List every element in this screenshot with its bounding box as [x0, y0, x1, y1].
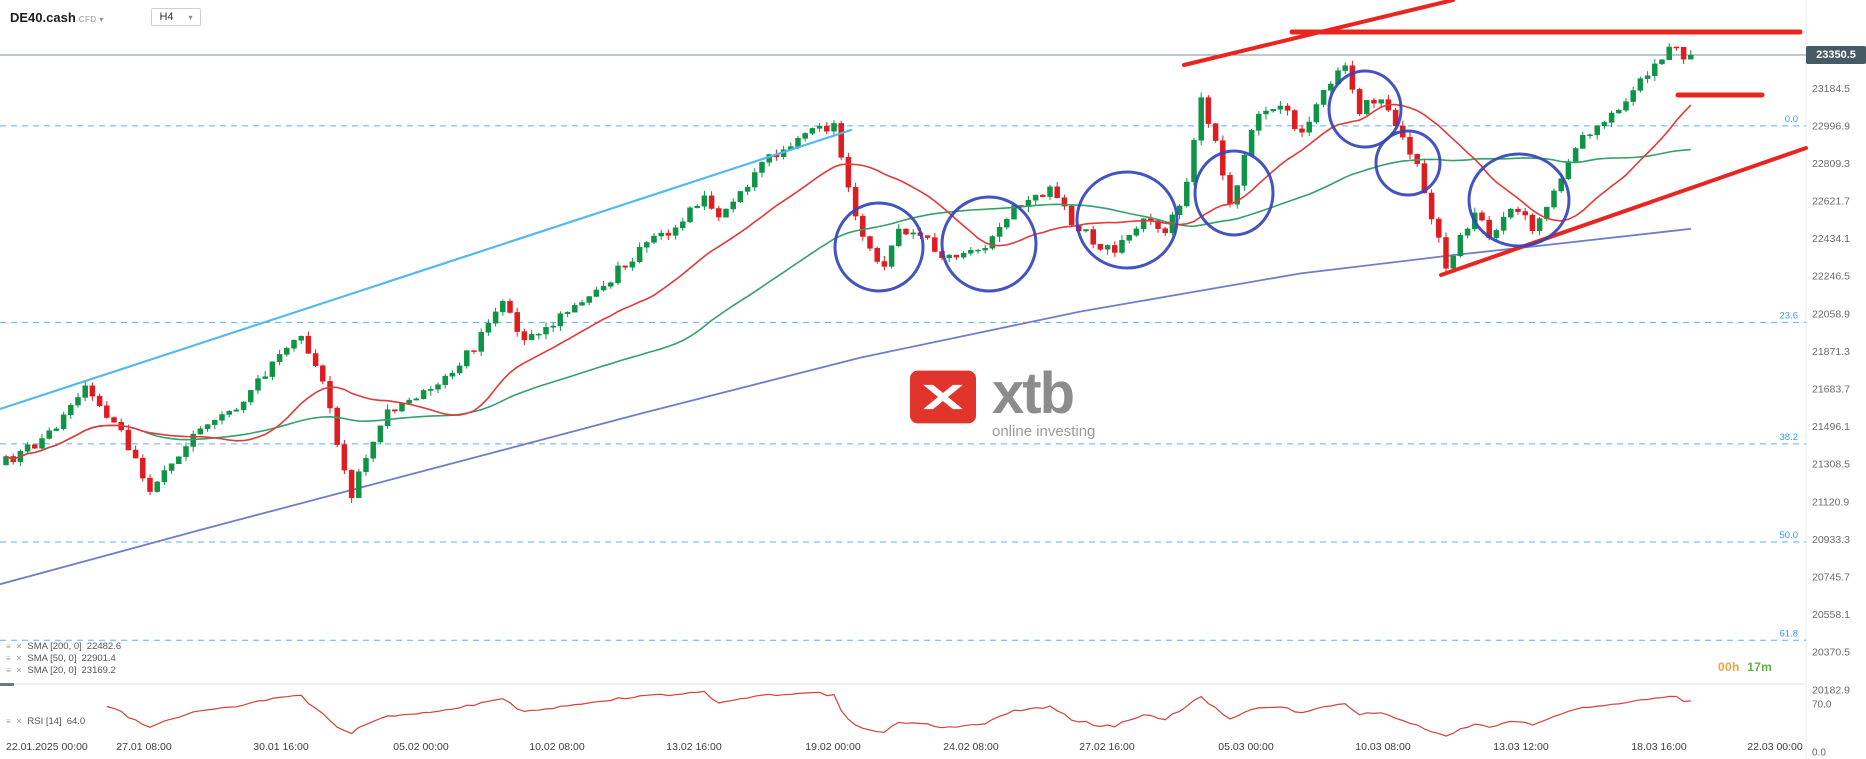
- svg-text:20745.7: 20745.7: [1812, 572, 1850, 584]
- svg-text:21308.5: 21308.5: [1812, 459, 1850, 471]
- svg-text:20558.1: 20558.1: [1812, 609, 1850, 621]
- xtb-logo-icon: [910, 370, 976, 424]
- sma200-value: 22482.6: [86, 641, 122, 652]
- svg-text:20370.5: 20370.5: [1812, 647, 1850, 659]
- legend-remove-icon[interactable]: ✕: [15, 654, 23, 663]
- svg-text:10.02 08:00: 10.02 08:00: [529, 741, 585, 753]
- legend-menu-icon: ≡: [6, 642, 11, 651]
- svg-text:21496.1: 21496.1: [1812, 421, 1850, 433]
- svg-text:21120.9: 21120.9: [1812, 496, 1849, 508]
- svg-text:10.03 08:00: 10.03 08:00: [1355, 741, 1411, 753]
- brand-name: xtb: [992, 361, 1075, 426]
- svg-text:22.03 00:00: 22.03 00:00: [1747, 741, 1803, 753]
- svg-text:27.02 16:00: 27.02 16:00: [1079, 741, 1135, 753]
- svg-text:22434.1: 22434.1: [1812, 233, 1850, 245]
- svg-text:22621.7: 22621.7: [1812, 196, 1850, 208]
- sma200-label: SMA [200, 0]: [27, 641, 82, 652]
- svg-text:21683.7: 21683.7: [1812, 384, 1850, 396]
- timeframe-select[interactable]: H4 ▾: [151, 8, 201, 26]
- svg-text:21871.3: 21871.3: [1812, 346, 1850, 358]
- svg-text:50.0: 50.0: [1780, 530, 1799, 541]
- svg-text:38.2: 38.2: [1780, 432, 1799, 443]
- svg-text:61.8: 61.8: [1780, 628, 1799, 639]
- legend-remove-icon[interactable]: ✕: [15, 717, 23, 726]
- rsi-label: RSI [14]: [27, 716, 62, 727]
- rsi-value: 64.0: [66, 716, 86, 727]
- legend-menu-icon: ≡: [6, 654, 11, 663]
- svg-text:23.6: 23.6: [1780, 310, 1799, 321]
- timer-hours: 00h: [1718, 660, 1740, 674]
- svg-text:13.02 16:00: 13.02 16:00: [666, 741, 722, 753]
- svg-text:13.03 12:00: 13.03 12:00: [1493, 741, 1549, 753]
- sma20-value: 23169.2: [81, 665, 116, 676]
- legend-menu-icon: ≡: [6, 717, 11, 726]
- svg-text:20182.9: 20182.9: [1812, 684, 1850, 696]
- svg-text:27.01 08:00: 27.01 08:00: [116, 741, 172, 753]
- brand-tagline: online investing: [992, 423, 1096, 440]
- svg-text:30.01 16:00: 30.01 16:00: [253, 741, 309, 753]
- svg-text:0.0: 0.0: [1785, 114, 1798, 125]
- svg-text:23184.5: 23184.5: [1812, 83, 1850, 95]
- svg-text:22.01.2025 00:00: 22.01.2025 00:00: [6, 741, 88, 753]
- symbol-name: DE40.cash: [10, 9, 76, 25]
- svg-text:05.03 00:00: 05.03 00:00: [1218, 741, 1274, 753]
- symbol-selector[interactable]: DE40.cash CFD ▾: [10, 10, 103, 25]
- sma200-legend[interactable]: ≡ ✕ SMA [200, 0] 22482.6: [6, 641, 121, 652]
- svg-text:0.0: 0.0: [1812, 748, 1826, 759]
- svg-text:22996.9: 22996.9: [1812, 120, 1850, 132]
- timer-minutes: 17m: [1747, 660, 1773, 674]
- legend-remove-icon[interactable]: ✕: [15, 642, 23, 651]
- sma20-label: SMA [20, 0]: [27, 665, 77, 676]
- chevron-down-icon: ▾: [99, 14, 104, 24]
- chevron-down-icon: ▾: [188, 12, 193, 22]
- candle-countdown-timer: 00h 17m: [1718, 660, 1772, 674]
- svg-text:19.02 00:00: 19.02 00:00: [805, 741, 861, 753]
- svg-text:18.03 16:00: 18.03 16:00: [1631, 741, 1687, 753]
- legend-menu-icon: ≡: [6, 666, 11, 675]
- rsi-legend[interactable]: ≡ ✕ RSI [14] 64.0: [6, 716, 85, 727]
- svg-text:70.0: 70.0: [1812, 700, 1832, 711]
- legend-remove-icon[interactable]: ✕: [15, 666, 23, 675]
- sma20-legend[interactable]: ≡ ✕ SMA [20, 0] 23169.2: [6, 665, 116, 676]
- chart-header: DE40.cash CFD ▾ H4 ▾: [10, 8, 201, 26]
- svg-text:22058.9: 22058.9: [1812, 308, 1850, 320]
- svg-text:05.02 00:00: 05.02 00:00: [393, 741, 449, 753]
- xtb-watermark-text: xtb online investing: [992, 361, 1096, 441]
- svg-text:24.02 08:00: 24.02 08:00: [943, 741, 999, 753]
- sma50-label: SMA [50, 0]: [27, 653, 77, 664]
- timeframe-value: H4: [159, 11, 174, 23]
- sma50-value: 22901.4: [81, 653, 116, 664]
- svg-text:22809.3: 22809.3: [1812, 158, 1850, 170]
- sma50-legend[interactable]: ≡ ✕ SMA [50, 0] 22901.4: [6, 653, 116, 664]
- xtb-watermark: xtb online investing: [910, 361, 1096, 441]
- svg-text:22246.5: 22246.5: [1812, 271, 1850, 283]
- instrument-type-label: CFD: [78, 14, 97, 24]
- current-price-badge: 23350.5: [1806, 46, 1866, 64]
- svg-text:20933.3: 20933.3: [1812, 534, 1850, 546]
